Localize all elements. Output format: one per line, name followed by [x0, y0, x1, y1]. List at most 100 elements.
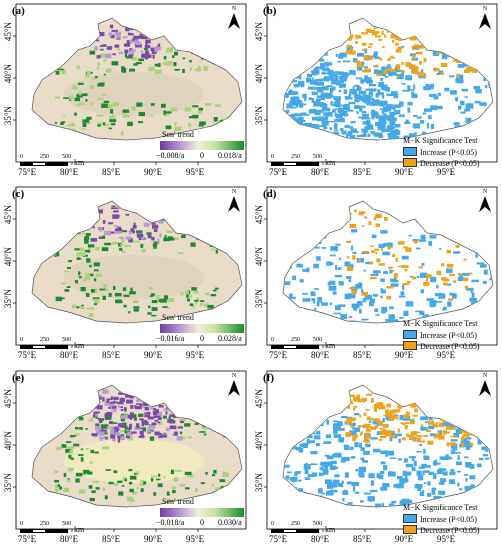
lon-label: 95°E — [186, 167, 205, 177]
map-frame — [15, 3, 247, 163]
panel-label: (b) — [263, 5, 277, 17]
sen-trend-pixels — [54, 389, 230, 503]
panel-label: (c) — [12, 188, 25, 200]
legend-max: 0.028/a — [218, 334, 242, 343]
north-arrow-icon: N — [478, 373, 492, 397]
lon-label: 90°E — [395, 534, 414, 544]
legend-decrease-row: Decrease (P<0.05) — [403, 341, 480, 351]
scale-tick: 250 — [291, 154, 300, 160]
scale-tick: 250 — [40, 521, 49, 527]
lon-label: 80°E — [311, 534, 330, 544]
lon-label: 85°E — [102, 350, 121, 360]
map-panel-f: (f) N 45°N 40°N 35°N 75°E 80°E 85°E 90°E 95°E 0 250… — [254, 369, 500, 547]
legend-title: Sen' trend — [162, 497, 194, 506]
north-arrow-icon: N — [478, 6, 492, 30]
scale-tick: 0 — [271, 337, 274, 343]
legend-title: Sen' trend — [162, 130, 194, 139]
lat-label: 35°N — [3, 473, 13, 493]
region-outline — [282, 200, 494, 324]
mk-legend: M−K Significance Test Increase (P<0.05) De… — [399, 503, 499, 537]
scale-tick: 500 — [313, 154, 322, 160]
legend-decrease-label: Decrease (P<0.05) — [420, 159, 480, 168]
lat-label: 35°N — [3, 106, 13, 126]
scale-tick: 0 — [271, 154, 274, 160]
lon-label: 85°E — [353, 534, 372, 544]
panel-label: (e) — [12, 372, 25, 384]
map-svg — [13, 186, 247, 348]
scale-bar: 0 250 500 km — [20, 337, 100, 351]
color-ramp — [160, 324, 244, 333]
legend-title: M−K Significance Test — [403, 136, 478, 145]
lat-label: 40°N — [3, 64, 13, 84]
lon-label: 90°E — [395, 350, 414, 360]
lat-label: 45°N — [3, 22, 13, 42]
increase-swatch — [403, 147, 417, 156]
map-svg — [264, 186, 498, 348]
north-arrow-icon: N — [227, 373, 241, 397]
lat-label: 35°N — [254, 106, 264, 126]
legend-increase-label: Increase (P<0.05) — [420, 515, 477, 524]
lat-label: 45°N — [254, 205, 264, 225]
legend-title: Sen' trend — [162, 313, 194, 322]
lon-label: 90°E — [144, 167, 163, 177]
legend-title: M−K Significance Test — [403, 319, 478, 328]
scale-unit: km — [325, 341, 336, 350]
lat-label: 35°N — [3, 289, 13, 309]
lon-label: 75°E — [18, 534, 37, 544]
north-arrow-icon: N — [227, 189, 241, 213]
scale-tick: 500 — [313, 337, 322, 343]
map-svg — [264, 370, 498, 532]
map-panel-c: (c) N 45°N 40°N 35°N 75°E 80°E 85°E 90°E 95°E 0 250… — [3, 185, 249, 363]
increase-swatch — [403, 514, 417, 523]
scale-unit: km — [74, 341, 85, 350]
lon-label: 75°E — [18, 167, 37, 177]
scale-bar: 0 250 500 km — [271, 154, 351, 168]
map-frame — [266, 370, 498, 530]
lon-label: 85°E — [102, 534, 121, 544]
lon-label: 90°E — [144, 534, 163, 544]
north-label: N — [482, 373, 488, 379]
legend-decrease-row: Decrease (P<0.05) — [403, 525, 480, 535]
lat-label: 40°N — [254, 64, 264, 84]
sen-trend-pixels — [54, 22, 227, 136]
legend-increase-row: Increase (P<0.05) — [403, 514, 477, 524]
scale-bar: 0 250 500 km — [271, 521, 351, 535]
north-arrow-icon: N — [227, 6, 241, 30]
lon-label: 80°E — [60, 534, 79, 544]
legend-decrease-row: Decrease (P<0.05) — [403, 158, 480, 168]
lon-label: 95°E — [186, 534, 205, 544]
scale-tick: 250 — [40, 337, 49, 343]
map-panel-d: (d) N 45°N 40°N 35°N 75°E 80°E 85°E 90°E 95°E 0 250… — [254, 185, 500, 363]
lon-label: 80°E — [311, 167, 330, 177]
panel-label: (f) — [263, 372, 274, 384]
scale-bar: 0 250 500 km — [20, 521, 100, 535]
legend-min: −0.016/a — [156, 334, 185, 343]
scale-unit: km — [325, 525, 336, 534]
lat-label: 45°N — [3, 389, 13, 409]
north-label: N — [482, 189, 488, 195]
legend-max: 0.018/a — [218, 151, 242, 160]
panel-label: (a) — [12, 5, 25, 17]
legend-mid: 0 — [200, 334, 204, 343]
lon-label: 75°E — [269, 350, 288, 360]
lon-label: 80°E — [311, 350, 330, 360]
legend-decrease-label: Decrease (P<0.05) — [420, 526, 480, 535]
lon-label: 95°E — [437, 167, 456, 177]
legend-increase-row: Increase (P<0.05) — [403, 330, 477, 340]
lon-label: 75°E — [269, 534, 288, 544]
lat-label: 45°N — [3, 205, 13, 225]
scale-tick: 250 — [40, 154, 49, 160]
legend-title: M−K Significance Test — [403, 503, 478, 512]
scale-tick: 250 — [291, 521, 300, 527]
lat-label: 40°N — [3, 247, 13, 267]
scale-bar: 0 250 500 km — [20, 154, 100, 168]
legend-min: −0.018/a — [156, 518, 185, 527]
scale-bar: 0 250 500 km — [271, 337, 351, 351]
panel-label: (d) — [263, 188, 277, 200]
lat-label: 40°N — [254, 247, 264, 267]
lat-label: 45°N — [254, 22, 264, 42]
legend-increase-row: Increase (P<0.05) — [403, 147, 477, 157]
lat-label: 35°N — [254, 473, 264, 493]
map-frame — [266, 3, 498, 163]
decrease-swatch — [403, 525, 417, 534]
